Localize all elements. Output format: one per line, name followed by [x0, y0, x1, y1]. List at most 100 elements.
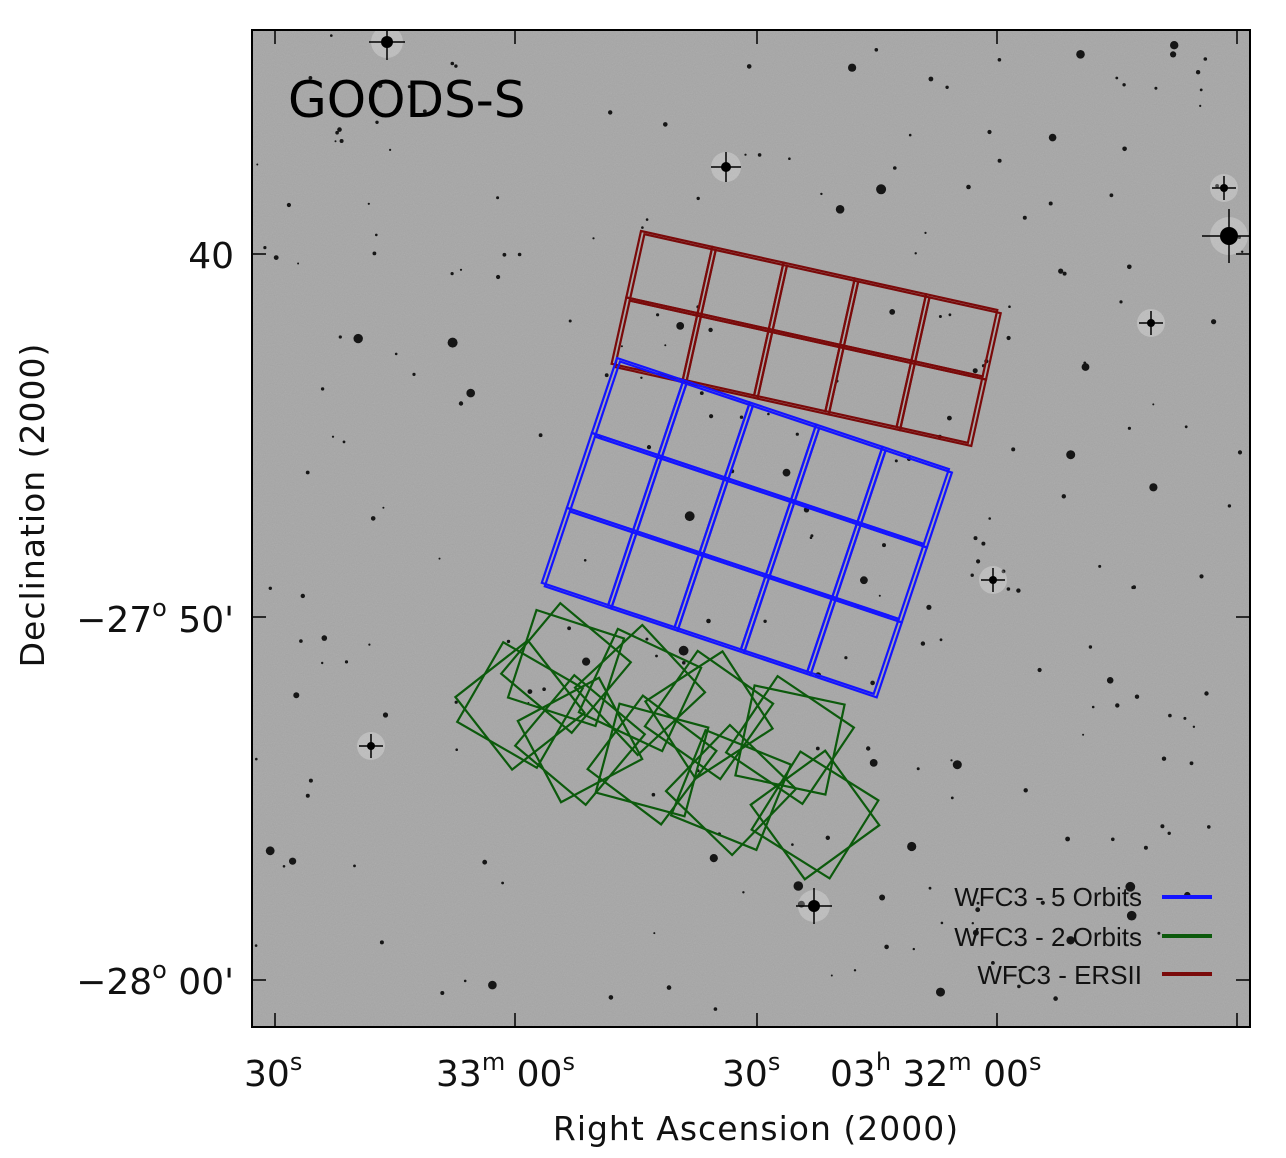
- star: [1227, 504, 1232, 508]
- star: [1199, 104, 1202, 107]
- star: [952, 760, 962, 770]
- star: [1119, 300, 1123, 304]
- star: [1241, 250, 1244, 253]
- star: [1115, 703, 1120, 708]
- star: [254, 944, 258, 947]
- star: [1122, 83, 1126, 87]
- footprint-2-orbits-tile: [734, 684, 846, 796]
- star: [1082, 733, 1085, 736]
- footprint-2-orbits-tile: [586, 694, 718, 826]
- star: [1161, 756, 1167, 761]
- star: [1134, 694, 1140, 699]
- star: [1061, 494, 1067, 499]
- star: [1143, 845, 1148, 850]
- star: [1016, 588, 1021, 593]
- footprint-2-orbits-tile: [499, 601, 633, 735]
- star: [582, 657, 591, 666]
- star: [367, 202, 370, 205]
- star: [676, 322, 685, 330]
- footprint-ersii-tile: [898, 362, 988, 448]
- star: [869, 759, 878, 767]
- axis-ticks: [252, 30, 1250, 1027]
- y-tick-m27-minutes: 50': [167, 600, 234, 641]
- star: [646, 445, 652, 450]
- star: [991, 961, 995, 965]
- star: [282, 865, 286, 868]
- footprint-2-orbits-tile: [643, 649, 775, 781]
- star: [916, 767, 920, 771]
- star: [763, 619, 767, 623]
- star: [882, 543, 886, 548]
- footprint-ersii-tile: [895, 359, 984, 445]
- star: [655, 654, 658, 658]
- star: [542, 687, 546, 691]
- star: [608, 110, 613, 115]
- star: [368, 643, 371, 646]
- star: [815, 746, 820, 751]
- star: [344, 660, 349, 664]
- star: [1215, 184, 1219, 188]
- star: [1192, 725, 1196, 728]
- star: [1066, 450, 1076, 460]
- star: [853, 969, 857, 972]
- footprint-5-orbits-tile: [805, 595, 901, 696]
- star: [975, 907, 981, 913]
- star: [742, 891, 745, 894]
- star: [908, 133, 912, 137]
- star: [1040, 900, 1045, 905]
- star: [997, 58, 1002, 62]
- star: [641, 226, 644, 229]
- star: [988, 517, 991, 520]
- star: [1204, 691, 1209, 696]
- star: [651, 792, 656, 797]
- star: [1115, 76, 1119, 80]
- star: [1170, 51, 1177, 58]
- x-tick-label-03h32m00s: 03h 32m 00s: [830, 1048, 1041, 1095]
- star: [1006, 335, 1011, 341]
- star: [335, 130, 339, 135]
- star: [459, 268, 463, 271]
- star: [793, 881, 804, 891]
- star: [256, 163, 259, 166]
- star: [997, 158, 1002, 163]
- star: [795, 432, 799, 436]
- sky-image: [252, 30, 1250, 1027]
- star: [893, 166, 897, 170]
- y-tick-label-m27: −27o 50': [76, 594, 234, 641]
- star: [463, 979, 467, 983]
- star: [945, 85, 949, 90]
- y-tick-m27-main: −27: [76, 600, 152, 641]
- star: [907, 841, 917, 852]
- star: [620, 345, 623, 348]
- footprint-2-orbits-tile: [724, 674, 856, 806]
- star: [337, 127, 342, 132]
- star: [382, 712, 389, 718]
- star: [820, 192, 823, 196]
- star: [966, 184, 971, 190]
- star: [757, 153, 762, 157]
- star: [389, 148, 392, 151]
- star: [305, 793, 310, 798]
- star: [265, 846, 275, 856]
- sky-noise: [252, 30, 1250, 1027]
- star: [870, 680, 875, 686]
- star: [1126, 910, 1137, 921]
- footprint-2-orbits-tile: [516, 676, 644, 804]
- legend: WFC3 - 5 Orbits WFC3 - 2 Orbits WFC3 - E…: [954, 882, 1212, 990]
- star: [454, 700, 458, 704]
- star: [656, 313, 660, 317]
- star: [1017, 984, 1021, 989]
- star: [924, 231, 927, 234]
- star: [1098, 564, 1102, 568]
- star: [928, 886, 932, 890]
- star: [1065, 836, 1070, 842]
- star: [1131, 585, 1135, 590]
- star: [948, 313, 952, 317]
- legend-label-ersii: WFC3 - ERSII: [977, 960, 1142, 990]
- star: [971, 922, 974, 925]
- star: [1111, 837, 1115, 842]
- star: [788, 157, 791, 160]
- star: [664, 344, 667, 347]
- star: [914, 252, 917, 255]
- star: [604, 373, 609, 378]
